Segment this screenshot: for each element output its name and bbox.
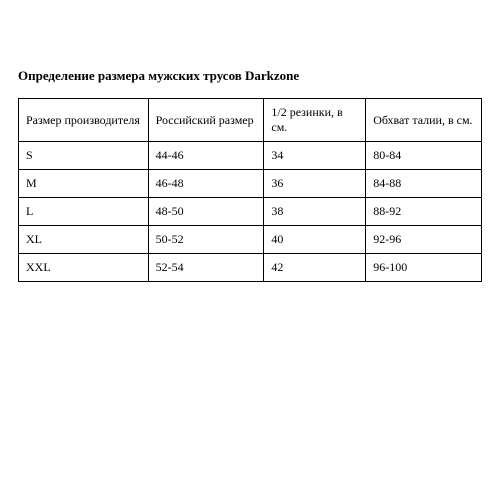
table-row: L 48-50 38 88-92 [19,198,482,226]
cell-manufacturer-size: XXL [19,254,149,282]
cell-russian-size: 46-48 [148,170,264,198]
table-row: M 46-48 36 84-88 [19,170,482,198]
cell-manufacturer-size: S [19,142,149,170]
table-row: S 44-46 34 80-84 [19,142,482,170]
cell-waist: 84-88 [366,170,482,198]
table-row: XXL 52-54 42 96-100 [19,254,482,282]
cell-russian-size: 52-54 [148,254,264,282]
cell-half-elastic: 36 [264,170,366,198]
cell-waist: 88-92 [366,198,482,226]
cell-russian-size: 48-50 [148,198,264,226]
cell-russian-size: 50-52 [148,226,264,254]
page-title: Определение размера мужских трусов Darkz… [18,68,482,84]
cell-half-elastic: 34 [264,142,366,170]
cell-half-elastic: 42 [264,254,366,282]
column-header-half-elastic-cm: 1/2 резинки, в см. [264,99,366,142]
cell-manufacturer-size: L [19,198,149,226]
cell-manufacturer-size: XL [19,226,149,254]
cell-half-elastic: 38 [264,198,366,226]
column-header-russian-size: Российский размер [148,99,264,142]
cell-waist: 80-84 [366,142,482,170]
cell-manufacturer-size: M [19,170,149,198]
cell-waist: 96-100 [366,254,482,282]
cell-waist: 92-96 [366,226,482,254]
column-header-manufacturer-size: Размер производителя [19,99,149,142]
table-row: XL 50-52 40 92-96 [19,226,482,254]
table-header-row: Размер производителя Российский размер 1… [19,99,482,142]
size-table: Размер производителя Российский размер 1… [18,98,482,282]
column-header-waist-circumference-cm: Обхват талии, в см. [366,99,482,142]
cell-russian-size: 44-46 [148,142,264,170]
cell-half-elastic: 40 [264,226,366,254]
